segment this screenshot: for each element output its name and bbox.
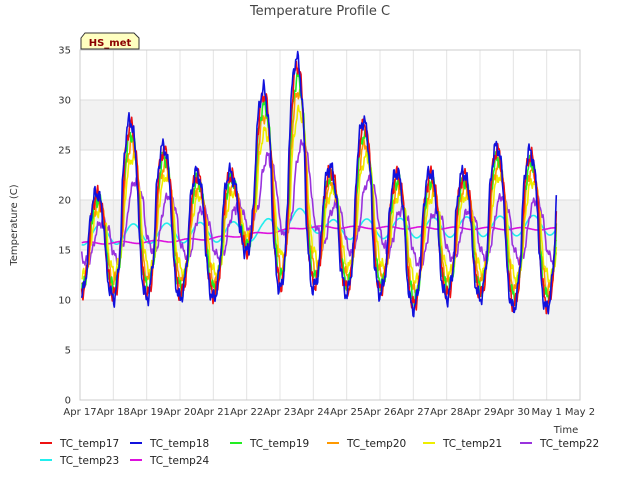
x-tick-label: Apr 24 — [297, 407, 330, 418]
legend-label: TC_temp17 — [59, 438, 119, 450]
y-axis-title: Temperature (C) — [9, 184, 20, 266]
grid-band — [80, 100, 580, 150]
x-tick-label: Apr 27 — [397, 407, 430, 418]
grid-band — [80, 350, 580, 400]
hs-met-badge: HS_met — [80, 32, 140, 50]
y-tick-label: 20 — [58, 196, 71, 207]
hs-met-badge-label: HS_met — [89, 38, 132, 49]
series-line-tc-temp18 — [80, 50, 558, 318]
legend-label: TC_temp19 — [249, 438, 309, 450]
y-tick-label: 5 — [65, 346, 71, 357]
x-tick-label: Apr 20 — [163, 407, 196, 418]
x-tick-label: Apr 26 — [363, 407, 396, 418]
series-line-tc-temp22 — [80, 139, 558, 267]
y-tick-label: 0 — [65, 396, 71, 407]
grid-band — [80, 50, 580, 100]
x-tick-label: Apr 21 — [197, 407, 230, 418]
plot-frame — [79, 49, 581, 401]
grid-band — [80, 300, 580, 350]
legend: TC_temp17 TC_temp18 TC_temp19 TC_temp20 TC_t… — [40, 438, 599, 467]
x-tick-label: May 2 — [565, 407, 595, 418]
legend-label: TC_temp18 — [149, 438, 209, 450]
x-tick-label: Apr 25 — [330, 407, 363, 418]
y-tick-label: 10 — [58, 296, 71, 307]
x-tick-label: Apr 28 — [430, 407, 463, 418]
y-tick-label: 35 — [58, 46, 71, 57]
y-tick-label: 30 — [58, 96, 71, 107]
x-axis-title: Time — [553, 425, 578, 436]
y-tick-label: 15 — [58, 246, 71, 257]
legend-label: TC_temp21 — [442, 438, 502, 450]
chart-title: Temperature Profile C — [249, 4, 390, 19]
series-lines — [80, 50, 558, 318]
x-tick-label: Apr 30 — [497, 407, 530, 418]
x-tick-labels: Apr 17 Apr 18 Apr 19 Apr 20 Apr 21 Apr 22 Apr … — [63, 407, 595, 418]
legend-label: TC_temp24 — [149, 455, 210, 467]
y-tick-label: 25 — [58, 146, 71, 157]
legend-label: TC_temp22 — [539, 438, 599, 450]
x-tick-label: Apr 19 — [130, 407, 163, 418]
y-tick-labels: 0 5 10 15 20 25 30 35 — [58, 46, 71, 407]
x-tick-label: Apr 18 — [97, 407, 130, 418]
x-tick-label: Apr 17 — [63, 407, 96, 418]
x-tick-label: May 1 — [532, 407, 562, 418]
x-tick-label: Apr 23 — [263, 407, 296, 418]
x-tick-label: Apr 22 — [230, 407, 263, 418]
legend-label: TC_temp20 — [346, 438, 406, 450]
legend-label: TC_temp23 — [59, 455, 119, 467]
x-tick-label: Apr 29 — [463, 407, 496, 418]
grid-band — [80, 250, 580, 300]
